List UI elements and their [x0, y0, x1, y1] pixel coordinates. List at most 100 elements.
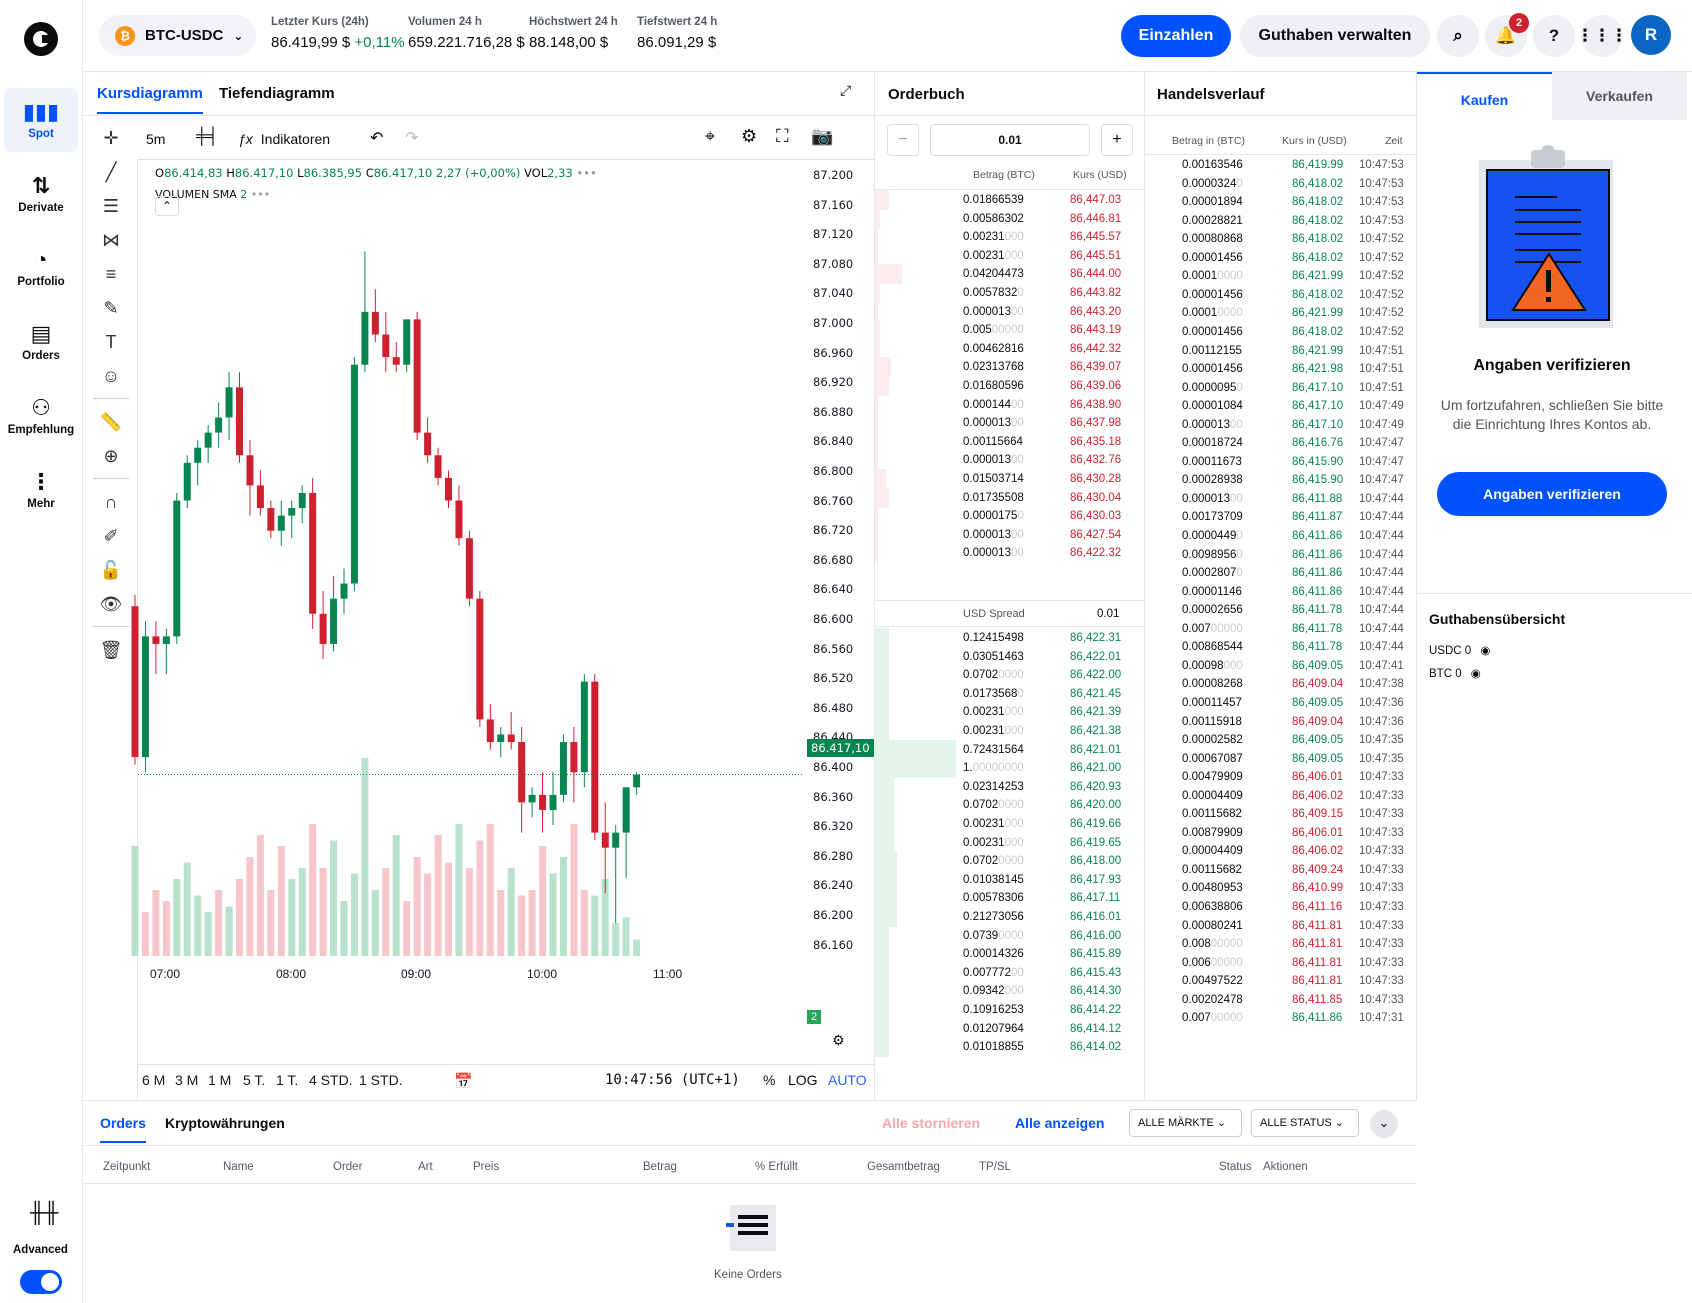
- ask-row[interactable]: 0.04204473 86,444.00: [875, 264, 1144, 285]
- ask-row[interactable]: 0.00586302 86,446.81: [875, 208, 1144, 229]
- pattern-icon[interactable]: ⋈: [102, 229, 120, 250]
- decrement-button[interactable]: −: [887, 124, 919, 156]
- collapse-legend-button[interactable]: ⌃: [155, 196, 179, 216]
- range-button[interactable]: 1 M: [208, 1072, 232, 1088]
- ask-row[interactable]: 0.00500000 86,443.19: [875, 320, 1144, 341]
- lock-drawings-icon[interactable]: ✐: [103, 525, 119, 546]
- coinbase-logo[interactable]: [24, 22, 58, 56]
- magnet-icon[interactable]: ∩: [104, 491, 118, 512]
- range-button[interactable]: 5 T.: [243, 1072, 266, 1088]
- ask-row[interactable]: 0.00115664 86,435.18: [875, 431, 1144, 452]
- fullscreen-icon[interactable]: ⛶: [776, 126, 789, 146]
- ask-row[interactable]: 0.01680596 86,439.06: [875, 376, 1144, 396]
- ask-row[interactable]: 0.02313768 86,439.07: [875, 357, 1144, 378]
- ask-row[interactable]: 0.00001300 86,437.98: [875, 413, 1144, 434]
- tab-crypto[interactable]: Kryptowährungen: [165, 1115, 285, 1131]
- bid-row[interactable]: 0.00777200 86,415.43: [875, 962, 1144, 983]
- ask-row[interactable]: 0.00001300 86,427.54: [875, 524, 1144, 545]
- ask-row[interactable]: 0.00231000 86,445.57: [875, 227, 1144, 248]
- ask-row[interactable]: 0.00578320 86,443.82: [875, 283, 1144, 303]
- ask-row[interactable]: 0.01503714 86,430.28: [875, 469, 1144, 489]
- ask-row[interactable]: 0.01735508 86,430.04: [875, 487, 1144, 508]
- bid-row[interactable]: 0.01735680 86,421.45: [875, 683, 1144, 704]
- tab-depth-chart[interactable]: Tiefendiagramm: [219, 85, 335, 102]
- aggregation-input[interactable]: 0.01: [930, 124, 1090, 156]
- avatar[interactable]: R: [1631, 15, 1671, 55]
- range-button[interactable]: 1 T.: [276, 1072, 299, 1088]
- brush-icon[interactable]: ✎: [103, 297, 119, 318]
- bid-row[interactable]: 0.12415498 86,422.31: [875, 628, 1144, 648]
- collapse-orders-button[interactable]: ⌄: [1370, 1110, 1398, 1138]
- tab-price-chart[interactable]: Kursdiagramm: [97, 85, 203, 114]
- bid-row[interactable]: 0.00231000 86,421.39: [875, 702, 1144, 723]
- date-range-icon[interactable]: 📅: [454, 1073, 473, 1090]
- indicators-button[interactable]: ƒx Indikatoren: [238, 131, 330, 147]
- auto-toggle[interactable]: AUTO: [828, 1072, 867, 1088]
- bid-row[interactable]: 0.00014326 86,415.89: [875, 944, 1144, 965]
- notifications-button[interactable]: 🔔 2: [1485, 13, 1529, 57]
- bid-row[interactable]: 0.07020000 86,420.00: [875, 795, 1144, 816]
- bid-row[interactable]: 0.00231000 86,419.65: [875, 832, 1144, 853]
- log-toggle[interactable]: LOG: [788, 1072, 818, 1088]
- tab-sell[interactable]: Verkaufen: [1552, 72, 1687, 120]
- undo-icon[interactable]: ↶: [370, 130, 384, 147]
- trendline-icon[interactable]: ╱: [105, 161, 117, 182]
- target-icon[interactable]: ◉: [1480, 645, 1491, 657]
- bid-row[interactable]: 0.72431564 86,421.01: [875, 739, 1144, 760]
- nav-referral[interactable]: ⚇ Empfehlung: [4, 384, 78, 448]
- market-filter[interactable]: ALLE MÄRKTE ⌄: [1129, 1109, 1242, 1137]
- bid-row[interactable]: 0.21273056 86,416.01: [875, 907, 1144, 927]
- verify-button[interactable]: Angaben verifizieren: [1437, 472, 1667, 516]
- settings-icon[interactable]: ⚙: [741, 126, 758, 146]
- apps-button[interactable]: ⋮⋮⋮: [1577, 15, 1628, 57]
- bid-row[interactable]: 0.01018855 86,414.02: [875, 1037, 1144, 1058]
- ask-row[interactable]: 0.00462816 86,442.32: [875, 338, 1144, 359]
- emoji-icon[interactable]: ☺: [101, 365, 121, 386]
- interval-selector[interactable]: 5m: [146, 131, 166, 147]
- nav-spot[interactable]: ▮▮▮ Spot: [4, 88, 78, 152]
- ask-row[interactable]: 0.00001300 86,432.76: [875, 450, 1144, 471]
- nav-more[interactable]: ⋮ Mehr: [4, 458, 78, 522]
- nav-derivatives[interactable]: ⇅ Derivate: [4, 162, 78, 226]
- ask-row[interactable]: 0.00001750 86,430.03: [875, 506, 1144, 527]
- camera-icon[interactable]: 📷: [811, 126, 834, 146]
- ruler-icon[interactable]: 📏: [99, 411, 123, 432]
- bid-row[interactable]: 0.00231000 86,419.66: [875, 814, 1144, 834]
- range-button[interactable]: 6 M: [142, 1072, 166, 1088]
- lock-icon[interactable]: 🔓: [99, 559, 123, 580]
- bid-row[interactable]: 0.00578306 86,417.11: [875, 888, 1144, 909]
- bid-row[interactable]: 0.07020000 86,418.00: [875, 851, 1144, 872]
- candlestick-chart[interactable]: [83, 72, 875, 1100]
- trash-icon[interactable]: 🗑: [99, 639, 123, 660]
- status-filter[interactable]: ALLE STATUS ⌄: [1251, 1109, 1359, 1137]
- nav-orders[interactable]: ▤ Orders: [4, 310, 78, 374]
- bid-row[interactable]: 0.02314253 86,420.93: [875, 776, 1144, 797]
- range-button[interactable]: 4 STD.: [309, 1072, 353, 1088]
- fib-icon[interactable]: ≡: [105, 263, 117, 284]
- horizontal-lines-icon[interactable]: ☰: [102, 195, 120, 216]
- alert-icon[interactable]: ⌖: [705, 126, 716, 146]
- target-icon[interactable]: ◉: [1470, 668, 1481, 680]
- range-button[interactable]: 3 M: [175, 1072, 199, 1088]
- chart-settings-icon[interactable]: ⚙: [832, 1032, 845, 1048]
- redo-icon[interactable]: ↷: [405, 130, 419, 147]
- bid-row[interactable]: 0.00231000 86,421.38: [875, 721, 1144, 741]
- crosshair-icon[interactable]: ✛: [103, 127, 119, 148]
- bid-row[interactable]: 0.09342000 86,414.30: [875, 981, 1144, 1002]
- range-button[interactable]: 1 STD.: [359, 1072, 403, 1088]
- bid-row[interactable]: 0.01038145 86,417.93: [875, 869, 1144, 890]
- deposit-button[interactable]: Einzahlen: [1121, 15, 1231, 57]
- tab-orders[interactable]: Orders: [100, 1115, 146, 1143]
- tab-buy[interactable]: Kaufen: [1417, 72, 1552, 120]
- manage-balance-button[interactable]: Guthaben verwalten: [1240, 15, 1430, 57]
- ask-row[interactable]: 0.00231000 86,445.51: [875, 245, 1144, 266]
- bid-row[interactable]: 0.01207964 86,414.12: [875, 1018, 1144, 1039]
- bid-row[interactable]: 0.03051463 86,422.01: [875, 646, 1144, 667]
- ask-row[interactable]: 0.00014400 86,438.90: [875, 394, 1144, 415]
- help-button[interactable]: ?: [1533, 15, 1575, 57]
- ask-row[interactable]: 0.00001300 86,422.32: [875, 543, 1144, 564]
- search-button[interactable]: ⌕: [1437, 15, 1479, 57]
- bid-row[interactable]: 1.00000000 86,421.00: [875, 758, 1144, 779]
- bid-row[interactable]: 0.07390000 86,416.00: [875, 925, 1144, 946]
- expand-icon[interactable]: ⤢: [840, 82, 852, 98]
